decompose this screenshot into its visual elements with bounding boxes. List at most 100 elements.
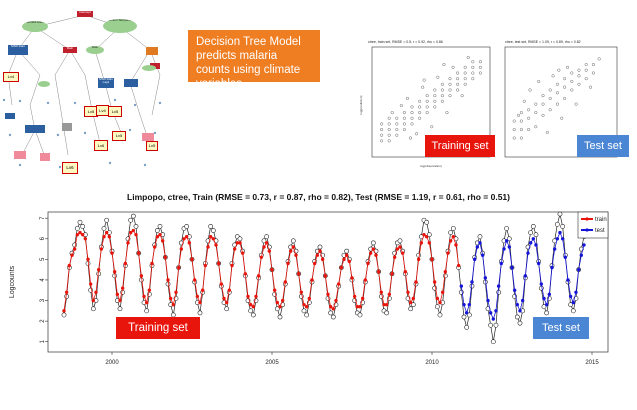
scatter-point: [440, 94, 444, 98]
scatter-point: [541, 94, 545, 98]
scatter-point: [577, 68, 581, 72]
observed-point: [104, 217, 110, 223]
observed-point: [461, 314, 467, 320]
scatter-point: [584, 63, 588, 67]
test-point: [534, 243, 538, 247]
observed-point: [274, 306, 280, 312]
tree-node-rain-2: Rain: [63, 47, 77, 53]
train-point: [83, 237, 88, 241]
train-point: [422, 232, 426, 237]
train-point: [163, 255, 168, 259]
scatter-point: [555, 91, 559, 95]
observed-point: [434, 304, 440, 310]
observed-point: [410, 302, 416, 308]
scatter-point: [577, 82, 581, 86]
scatter-point: [380, 139, 384, 143]
observed-point: [538, 285, 544, 291]
train-point: [328, 305, 333, 309]
train-point: [104, 230, 109, 235]
legend-train-text: train: [595, 217, 607, 223]
train-point: [168, 296, 173, 301]
scatter-point: [448, 77, 452, 81]
scatter-point: [463, 77, 467, 81]
scatter-point: [387, 122, 391, 126]
train-point: [384, 302, 389, 307]
train-point: [440, 290, 445, 294]
train-point: [64, 290, 69, 294]
tree-leaf-dots: [2, 98, 162, 169]
mini-train-title: ctree, train set, RMSE = 0.5, r = 0.92, …: [368, 40, 443, 44]
train-point: [427, 241, 432, 245]
train-point: [280, 298, 285, 303]
scatter-point: [402, 111, 406, 115]
y-tick-label-5: 5: [40, 257, 46, 261]
train-point: [128, 230, 133, 235]
observed-point: [517, 320, 523, 326]
test-point: [550, 265, 554, 270]
train-point: [184, 235, 189, 239]
observed-point: [72, 242, 78, 248]
train-point: [216, 261, 221, 266]
mini-train-scatter: log(prediction) log(observation): [359, 46, 491, 168]
train-point: [94, 290, 98, 294]
train-point: [400, 251, 405, 255]
train-point: [110, 251, 114, 255]
train-point: [62, 309, 66, 313]
scatter-point: [570, 80, 574, 84]
test-point: [523, 274, 528, 278]
scatter-point: [548, 96, 552, 100]
train-point: [350, 276, 354, 280]
train-point: [379, 290, 384, 294]
x-tick-label-2000: 2000: [105, 360, 119, 366]
train-point: [171, 302, 176, 307]
train-point: [136, 251, 141, 255]
observed-point: [568, 302, 574, 308]
scatter-point: [548, 88, 552, 92]
test-point: [539, 282, 544, 286]
train-point: [158, 232, 162, 237]
tree-leaf-lv5-d: Lv5: [146, 141, 158, 151]
main-train-label: Training set: [116, 317, 200, 339]
y-tick-label-2: 2: [40, 319, 46, 323]
scatter-point: [528, 88, 532, 92]
scatter-point: [512, 128, 516, 132]
y-tick-label-4: 4: [40, 278, 46, 282]
scatter-point: [395, 128, 399, 132]
scatter-point: [380, 122, 384, 126]
scatter-point: [433, 94, 437, 98]
train-point: [374, 253, 378, 257]
observed-point: [133, 224, 139, 229]
train-point: [315, 253, 320, 257]
tree-node-rain: Months Rain: [22, 21, 48, 32]
test-point: [528, 241, 533, 245]
scatter-point: [534, 111, 538, 115]
test-point: [464, 311, 469, 315]
mini-train-xlabel: log(observation): [420, 164, 442, 168]
scatter-point: [395, 122, 399, 126]
decision-tree-diagram: Intercept Months Rain Maximum Temperatur…: [0, 5, 170, 175]
observed-point: [490, 339, 496, 345]
observed-point: [74, 226, 80, 231]
train-point: [296, 272, 301, 276]
observed-point: [90, 306, 96, 312]
train-point: [99, 247, 104, 251]
test-point: [502, 247, 506, 251]
train-point: [267, 249, 272, 253]
test-point: [555, 237, 560, 241]
train-point: [312, 261, 317, 266]
train-point: [259, 255, 264, 259]
scatter-point: [440, 88, 444, 92]
scatter-point: [415, 132, 419, 136]
main-chart-title: Limpopo, ctree, Train (RMSE = 0.73, r = …: [127, 192, 510, 202]
train-point: [299, 290, 304, 294]
test-point: [515, 302, 520, 307]
scatter-point: [456, 88, 460, 92]
train-point: [366, 261, 370, 266]
train-point: [456, 263, 461, 268]
train-point: [118, 298, 122, 303]
train-point: [123, 261, 128, 266]
test-point: [560, 237, 565, 241]
legend-test-text: test: [595, 228, 605, 234]
train-point: [448, 239, 453, 243]
scatter-point: [410, 122, 414, 126]
